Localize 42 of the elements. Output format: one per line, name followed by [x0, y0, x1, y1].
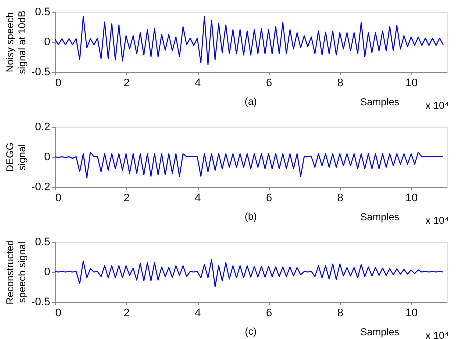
x-tick-label: 2: [124, 308, 130, 320]
x-tick-label: 4: [194, 192, 202, 204]
line-series: [55, 260, 444, 288]
y-tick-label: -0.5: [32, 296, 50, 308]
y-axis-title: Noisy speech signal at 10dB: [6, 10, 29, 74]
x-tick-label: 8: [338, 308, 344, 320]
x-tick-label: 10: [406, 192, 418, 204]
x-tick-label: 10: [406, 308, 418, 320]
text: x 10⁴: [426, 331, 449, 339]
text: (a): [244, 97, 258, 108]
text: (c): [245, 327, 257, 338]
y-tick-label: -0.5: [32, 66, 50, 78]
x-tick-label: 6: [266, 192, 272, 204]
y-tick-label: -0.2: [32, 182, 50, 194]
y-axis-title: DEGG signal: [6, 142, 29, 172]
y-tick-label: 0.2: [35, 122, 50, 134]
x-tick-label: 10: [406, 78, 418, 90]
x-tick-label: 2: [124, 192, 130, 204]
y-tick-label: 0.5: [35, 6, 50, 18]
x-tick-label: 0: [56, 78, 62, 90]
y-tick-label: 0: [44, 152, 50, 164]
x-tick-label: 2: [124, 78, 130, 90]
x-tick-label: 6: [266, 308, 272, 320]
x-tick-label: 0: [56, 192, 62, 204]
y-axis-title: Reconstructed speech signal: [6, 240, 29, 305]
text: x 10⁴: [426, 216, 449, 227]
x-tick-label: 8: [338, 78, 344, 90]
x-tick-label: 0: [56, 308, 62, 320]
x-tick-label: 8: [338, 192, 344, 204]
x-axis-title: Samples: [360, 212, 400, 224]
line-series: [55, 152, 444, 178]
text: x 10⁴: [426, 101, 449, 112]
line-series: [55, 16, 444, 66]
y-tick-label: 0: [44, 36, 50, 48]
x-tick-label: 4: [194, 308, 202, 320]
x-axis-title: Samples: [360, 98, 400, 108]
x-tick-label: 6: [266, 78, 272, 90]
x-tick-label: 4: [194, 78, 202, 90]
text: (b): [244, 212, 258, 223]
x-axis-title: Samples: [360, 328, 400, 338]
y-tick-label: 0: [44, 266, 50, 278]
y-tick-label: 0.5: [35, 236, 50, 248]
